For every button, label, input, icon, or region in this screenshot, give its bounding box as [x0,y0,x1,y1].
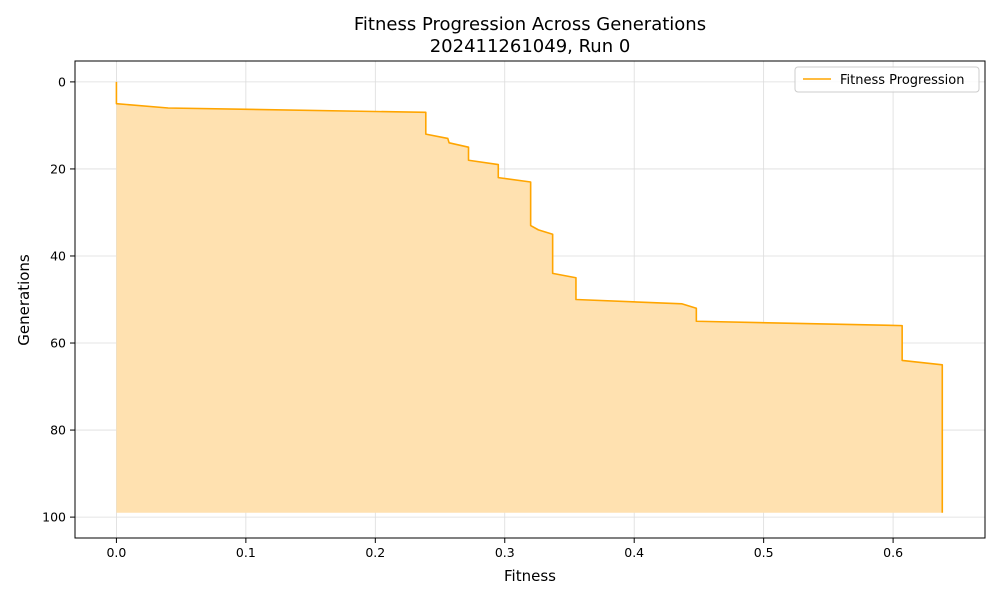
y-tick-label: 60 [50,336,66,351]
plot-area [115,81,944,513]
plot-frame [74,60,986,539]
x-tick-label: 0.3 [495,545,515,560]
legend-label: Fitness Progression [840,73,964,88]
axis-ticks: 0.0 0.1 0.2 0.3 0.4 0.5 0.6 0 20 40 60 80 100 [42,74,903,560]
chart-title-line-1: Fitness Progression Across Generations [354,14,706,35]
legend: Fitness Progression [794,66,980,93]
chart-title-line-2: 202411261049, Run 0 [430,36,631,57]
y-tick-label: 0 [58,74,66,89]
fitness-progression-line [115,81,944,513]
x-tick-label: 0.5 [754,545,774,560]
y-tick-label: 40 [50,248,66,263]
legend-box [794,66,980,93]
y-axis-label: Generations [15,254,33,346]
fitness-area-fill [116,81,943,513]
x-tick-label: 0.4 [624,545,644,560]
x-tick-label: 0.6 [883,545,903,560]
y-tick-label: 80 [50,423,66,438]
x-tick-label: 0.0 [106,545,126,560]
x-tick-label: 0.1 [236,545,256,560]
x-tick-label: 0.2 [365,545,385,560]
y-tick-label: 20 [50,161,66,176]
x-axis-label: Fitness [504,567,556,585]
y-tick-label: 100 [42,510,66,525]
